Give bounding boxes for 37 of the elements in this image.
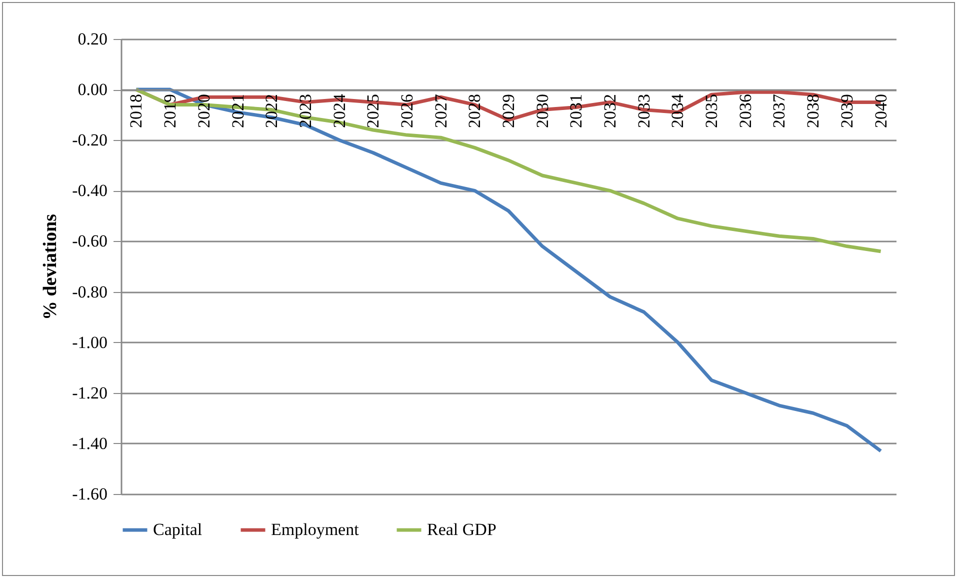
x-tick-label: 2037 [770,94,789,128]
y-tick-label: 0.00 [78,80,108,100]
x-tick-label: 2019 [160,94,180,128]
x-tick-label: 2028 [465,94,484,128]
y-tick-label: 0.20 [78,30,108,48]
x-tick-label: 2026 [397,94,416,128]
legend-label: Employment [271,520,360,539]
x-tick-label: 2022 [262,94,282,128]
y-tick-label: -0.40 [72,181,108,200]
x-tick-label: 2020 [194,94,214,128]
x-tick-label: 2038 [804,94,823,128]
y-axis-title: % deviations [40,214,62,320]
y-tick-label: -1.00 [72,332,108,352]
x-tick-label: 2029 [499,94,518,128]
legend-label: Real GDP [427,520,496,539]
x-tick-label: 2025 [364,94,383,128]
x-tick-label: 2032 [600,94,620,128]
x-tick-label: 2030 [532,94,552,128]
x-tick-label: 2034 [668,94,688,128]
x-tick-label: 2035 [702,94,722,128]
x-tick-label: 2039 [837,94,856,128]
x-tick-label: 2027 [431,94,450,128]
y-tick-label: -1.60 [72,484,108,504]
x-tick-label: 2040 [871,94,890,128]
y-tick-label: -0.80 [72,282,108,302]
x-tick-label: 2023 [296,94,315,128]
y-tick-label: -0.20 [72,130,108,150]
x-tick-label: 2018 [126,94,146,128]
x-tick-label: 2031 [566,94,586,128]
x-tick-label: 2021 [228,94,248,128]
x-tick-label: 2024 [330,94,349,128]
y-tick-label: -0.60 [72,232,108,251]
y-tick-label: -1.40 [72,434,108,453]
y-tick-label: -1.20 [72,383,108,402]
x-tick-label: 2033 [634,94,654,128]
legend-label: Capital [153,520,202,539]
x-tick-label: 2036 [736,94,755,128]
